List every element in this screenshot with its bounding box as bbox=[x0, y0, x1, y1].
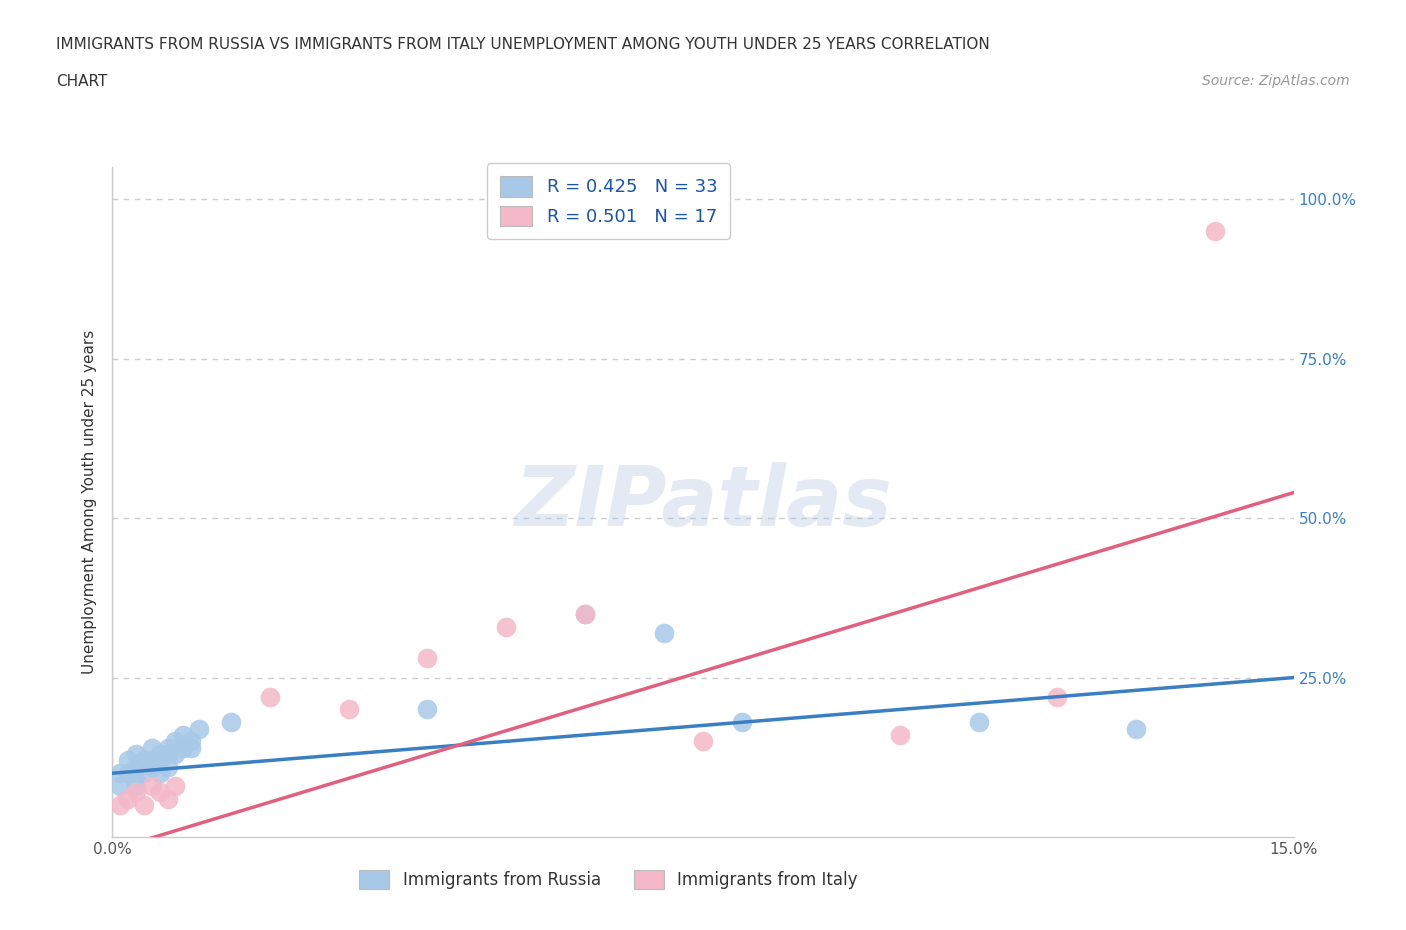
Point bbox=[165, 747, 187, 762]
Point bbox=[132, 765, 155, 780]
Point bbox=[165, 734, 187, 749]
Point bbox=[141, 740, 163, 755]
Point bbox=[692, 734, 714, 749]
Point bbox=[125, 778, 148, 793]
Text: ZIPatlas: ZIPatlas bbox=[515, 461, 891, 543]
Point bbox=[141, 753, 163, 768]
Point bbox=[132, 753, 155, 768]
Point bbox=[156, 791, 179, 806]
Point bbox=[156, 747, 179, 762]
Point bbox=[1046, 689, 1069, 704]
Point bbox=[1204, 224, 1226, 239]
Point bbox=[574, 606, 596, 621]
Point bbox=[495, 619, 517, 634]
Point bbox=[188, 721, 211, 736]
Point bbox=[125, 772, 148, 787]
Point bbox=[156, 740, 179, 755]
Legend: Immigrants from Russia, Immigrants from Italy: Immigrants from Russia, Immigrants from … bbox=[353, 863, 865, 896]
Point bbox=[125, 760, 148, 775]
Point bbox=[149, 747, 172, 762]
Point bbox=[967, 715, 990, 730]
Point bbox=[110, 798, 132, 813]
Y-axis label: Unemployment Among Youth under 25 years: Unemployment Among Youth under 25 years bbox=[82, 330, 97, 674]
Point bbox=[125, 747, 148, 762]
Point bbox=[219, 715, 242, 730]
Point bbox=[731, 715, 754, 730]
Point bbox=[149, 785, 172, 800]
Point bbox=[156, 760, 179, 775]
Point bbox=[141, 760, 163, 775]
Point bbox=[149, 765, 172, 780]
Point bbox=[416, 702, 439, 717]
Point bbox=[132, 798, 155, 813]
Point bbox=[889, 727, 911, 742]
Point bbox=[125, 785, 148, 800]
Point bbox=[652, 626, 675, 641]
Point bbox=[117, 753, 139, 768]
Point bbox=[110, 765, 132, 780]
Point bbox=[141, 778, 163, 793]
Point bbox=[172, 727, 194, 742]
Text: CHART: CHART bbox=[56, 74, 108, 89]
Point bbox=[259, 689, 281, 704]
Point bbox=[1125, 721, 1147, 736]
Point bbox=[110, 778, 132, 793]
Point bbox=[337, 702, 360, 717]
Point bbox=[117, 765, 139, 780]
Point bbox=[180, 734, 202, 749]
Point bbox=[165, 778, 187, 793]
Point bbox=[180, 740, 202, 755]
Point bbox=[172, 740, 194, 755]
Text: IMMIGRANTS FROM RUSSIA VS IMMIGRANTS FROM ITALY UNEMPLOYMENT AMONG YOUTH UNDER 2: IMMIGRANTS FROM RUSSIA VS IMMIGRANTS FRO… bbox=[56, 37, 990, 52]
Text: Source: ZipAtlas.com: Source: ZipAtlas.com bbox=[1202, 74, 1350, 88]
Point bbox=[416, 651, 439, 666]
Point bbox=[117, 791, 139, 806]
Point bbox=[149, 753, 172, 768]
Point bbox=[574, 606, 596, 621]
